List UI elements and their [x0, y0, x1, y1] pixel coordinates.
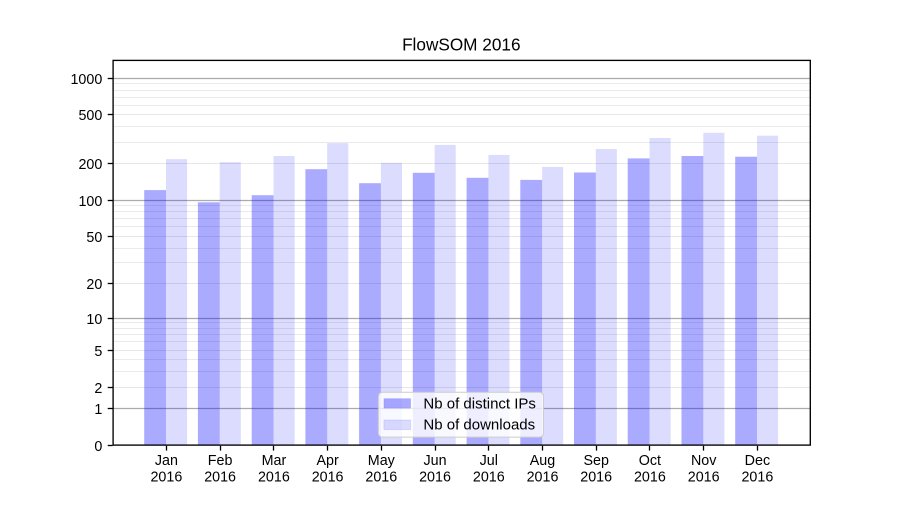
- svg-text:20: 20: [86, 277, 102, 293]
- svg-text:Nb of distinct IPs: Nb of distinct IPs: [423, 395, 536, 412]
- svg-text:50: 50: [86, 230, 102, 246]
- svg-text:Dec: Dec: [745, 453, 770, 469]
- svg-text:2016: 2016: [580, 469, 612, 485]
- svg-text:2016: 2016: [150, 469, 182, 485]
- svg-text:2016: 2016: [688, 469, 720, 485]
- svg-text:Nov: Nov: [691, 453, 717, 469]
- svg-text:2016: 2016: [365, 469, 397, 485]
- svg-text:Apr: Apr: [316, 453, 338, 469]
- svg-text:Jul: Jul: [480, 453, 498, 469]
- svg-text:May: May: [368, 453, 396, 469]
- svg-text:Oct: Oct: [639, 453, 661, 469]
- svg-text:100: 100: [78, 194, 102, 210]
- svg-text:200: 200: [78, 157, 102, 173]
- svg-text:10: 10: [86, 312, 102, 328]
- svg-text:2016: 2016: [419, 469, 451, 485]
- svg-text:Mar: Mar: [262, 453, 287, 469]
- svg-text:Aug: Aug: [530, 453, 555, 469]
- svg-text:2016: 2016: [204, 469, 236, 485]
- svg-text:1: 1: [94, 402, 102, 418]
- svg-text:2016: 2016: [527, 469, 559, 485]
- svg-text:Jun: Jun: [423, 453, 446, 469]
- svg-text:2: 2: [94, 381, 102, 397]
- svg-text:2016: 2016: [473, 469, 505, 485]
- svg-text:1000: 1000: [70, 72, 102, 88]
- svg-text:2016: 2016: [741, 469, 773, 485]
- svg-text:2016: 2016: [312, 469, 344, 485]
- svg-text:Sep: Sep: [583, 453, 608, 469]
- svg-text:2016: 2016: [634, 469, 666, 485]
- svg-text:0: 0: [94, 439, 102, 455]
- svg-text:Nb of downloads: Nb of downloads: [423, 417, 535, 434]
- svg-text:2016: 2016: [258, 469, 290, 485]
- svg-text:Jan: Jan: [155, 453, 178, 469]
- svg-text:Feb: Feb: [208, 453, 233, 469]
- svg-text:500: 500: [78, 108, 102, 124]
- svg-text:FlowSOM 2016: FlowSOM 2016: [402, 35, 520, 55]
- svg-text:5: 5: [94, 344, 102, 360]
